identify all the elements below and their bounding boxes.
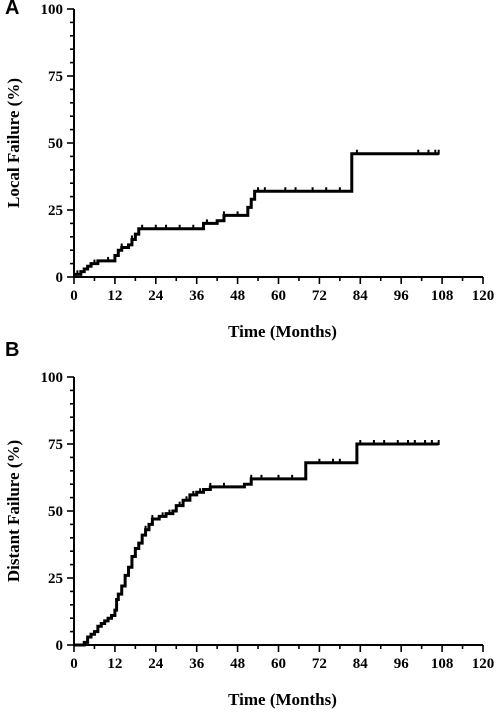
chart-b-x-axis-title: Time (Months) [228,690,337,709]
chart-a-series-line [74,152,439,276]
chart-b-y-axis-title: Distant Failure (%) [4,440,23,582]
chart-b-x-tick-label: 108 [431,656,454,672]
chart-a-x-tick-label: 12 [107,288,122,304]
chart-b-series-line [74,442,439,647]
chart-a-x-tick-label: 24 [148,288,164,304]
chart-b-x-tick-label: 36 [189,656,205,672]
chart-b-y-tick-label: 75 [48,437,63,453]
chart-a-x-tick-label: 120 [472,288,495,304]
chart-a-x-tick-label: 84 [353,288,369,304]
panel-a-label: A [5,0,20,19]
chart-a-x-tick-label: 72 [312,288,327,304]
chart-a-x-tick-label: 48 [230,288,245,304]
chart-a-y-tick-label: 50 [48,136,63,152]
chart-a-x-tick-label: 60 [271,288,286,304]
chart-b-y-tick-label: 0 [56,638,64,654]
chart-b-y-tick-label: 100 [41,370,64,386]
chart-a-x-tick-label: 36 [189,288,205,304]
chart-a-x-tick-label: 96 [394,288,410,304]
chart-a-y-tick-label: 25 [48,203,63,219]
chart-b-x-tick-label: 12 [107,656,122,672]
chart-b-x-tick-label: 72 [312,656,327,672]
local-failure-chart: 0 25 50 75 100 0 12 24 36 48 60 72 84 96 108 120 Time (M… [4,2,494,341]
chart-b-y-tick-label: 25 [48,571,63,587]
chart-a-x-axis-title: Time (Months) [228,322,337,341]
chart-b-x-tick-label: 60 [271,656,286,672]
chart-a-y-tick-label: 0 [56,270,64,286]
chart-a-y-tick-label: 75 [48,69,63,85]
chart-b-x-tick-label: 120 [472,656,495,672]
chart-b-x-tick-label: 48 [230,656,245,672]
chart-b-x-tick-label: 84 [353,656,369,672]
chart-a-x-tick-label: 0 [70,288,78,304]
chart-b-x-tick-label: 96 [394,656,410,672]
chart-a-y-tick-label: 100 [41,2,64,18]
chart-b-x-tick-label: 0 [70,656,78,672]
distant-failure-chart: 0 25 50 75 100 0 12 24 36 48 60 72 84 96 108 120 Time (M… [4,370,494,709]
chart-a-y-axis-title: Local Failure (%) [4,78,23,208]
chart-a-x-tick-label: 108 [431,288,454,304]
chart-b-x-tick-label: 24 [148,656,164,672]
chart-b-y-tick-label: 50 [48,504,63,520]
panel-b-label: B [5,339,20,361]
